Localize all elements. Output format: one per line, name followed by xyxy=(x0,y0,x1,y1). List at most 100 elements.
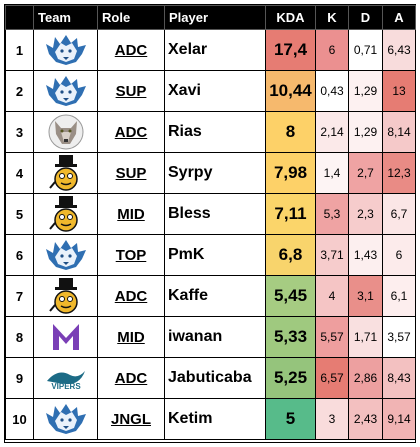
white-wolf-logo-icon xyxy=(34,73,97,109)
svg-text:VIPERS: VIPERS xyxy=(51,382,81,391)
deaths-cell: 1,29 xyxy=(348,111,383,153)
kills-cell: 2,14 xyxy=(315,111,349,153)
assists-cell: 8,43 xyxy=(382,357,416,399)
role-cell: ADC xyxy=(97,111,165,153)
table-row[interactable]: 2 SUP Xavi 10,44 0,43 1,29 13 xyxy=(5,70,416,112)
role-link[interactable]: TOP xyxy=(115,246,147,264)
table-row[interactable]: 10 JNGL Ketim 5 3 2,43 9,14 xyxy=(5,398,416,440)
role-link[interactable]: ADC xyxy=(114,287,148,305)
role-cell: MID xyxy=(97,193,165,235)
vipers-logo-icon: VIPERS xyxy=(34,365,97,391)
kda-cell: 5,25 xyxy=(265,357,316,399)
team-logo-cell xyxy=(33,111,98,153)
kills-cell: 1,4 xyxy=(315,152,349,194)
rank-cell: 6 xyxy=(5,234,34,276)
player-name: Ketim xyxy=(164,398,266,440)
kda-cell: 7,11 xyxy=(265,193,316,235)
table-row[interactable]: 7 ADC Kaffe 5,45 4 3,1 6,1 xyxy=(5,275,416,317)
team-logo-cell xyxy=(33,70,98,112)
role-cell: ADC xyxy=(97,275,165,317)
rank-cell: 3 xyxy=(5,111,34,153)
assists-cell: 6 xyxy=(382,234,416,276)
kills-cell: 4 xyxy=(315,275,349,317)
team-logo-cell: VIPERS xyxy=(33,357,98,399)
kda-leaderboard: Team Role Player KDA K D A 1 ADC Xelar 1… xyxy=(4,4,416,443)
rank-cell: 4 xyxy=(5,152,34,194)
role-cell: SUP xyxy=(97,70,165,112)
player-name: Rias xyxy=(164,111,266,153)
role-link[interactable]: SUP xyxy=(115,82,147,100)
header-a[interactable]: A xyxy=(382,5,416,30)
kda-cell: 7,98 xyxy=(265,152,316,194)
kills-cell: 6 xyxy=(315,29,349,71)
stats-table: Team Role Player KDA K D A 1 ADC Xelar 1… xyxy=(5,5,416,440)
role-link[interactable]: MID xyxy=(117,328,145,346)
header-player[interactable]: Player xyxy=(164,5,266,30)
rank-cell: 10 xyxy=(5,398,34,440)
header-team[interactable]: Team xyxy=(33,5,98,30)
role-link[interactable]: ADC xyxy=(114,369,148,387)
deaths-cell: 2,86 xyxy=(348,357,383,399)
purple-m-logo-icon xyxy=(34,320,97,354)
kills-cell: 5,3 xyxy=(315,193,349,235)
player-name: Syrpy xyxy=(164,152,266,194)
role-link[interactable]: ADC xyxy=(114,41,148,59)
rank-cell: 5 xyxy=(5,193,34,235)
table-row[interactable]: 5 MID Bless 7,11 5,3 2,3 6,7 xyxy=(5,193,416,235)
player-name: Xavi xyxy=(164,70,266,112)
role-cell: SUP xyxy=(97,152,165,194)
rank-cell: 2 xyxy=(5,70,34,112)
kills-cell: 6,57 xyxy=(315,357,349,399)
kills-cell: 3 xyxy=(315,398,349,440)
header-row: Team Role Player KDA K D A xyxy=(5,5,416,30)
white-wolf-logo-icon xyxy=(34,237,97,273)
player-name: Jabuticaba xyxy=(164,357,266,399)
role-link[interactable]: ADC xyxy=(114,123,148,141)
player-name: Bless xyxy=(164,193,266,235)
assists-cell: 9,14 xyxy=(382,398,416,440)
team-logo-cell xyxy=(33,29,98,71)
deaths-cell: 1,29 xyxy=(348,70,383,112)
header-rank xyxy=(5,5,34,30)
rank-cell: 7 xyxy=(5,275,34,317)
top-hat-bomb-logo-icon xyxy=(34,277,97,315)
team-logo-cell xyxy=(33,316,98,358)
header-kda[interactable]: KDA xyxy=(265,5,316,30)
kills-cell: 5,57 xyxy=(315,316,349,358)
kda-cell: 5,33 xyxy=(265,316,316,358)
table-row[interactable]: 8 MID iwanan 5,33 5,57 1,71 3,57 xyxy=(5,316,416,358)
role-cell: ADC xyxy=(97,357,165,399)
role-cell: ADC xyxy=(97,29,165,71)
assists-cell: 8,14 xyxy=(382,111,416,153)
role-link[interactable]: JNGL xyxy=(110,410,151,428)
assists-cell: 6,43 xyxy=(382,29,416,71)
header-role[interactable]: Role xyxy=(97,5,165,30)
header-k[interactable]: K xyxy=(315,5,349,30)
deaths-cell: 2,3 xyxy=(348,193,383,235)
kda-cell: 10,44 xyxy=(265,70,316,112)
rank-cell: 9 xyxy=(5,357,34,399)
kda-cell: 5 xyxy=(265,398,316,440)
team-logo-cell xyxy=(33,398,98,440)
deaths-cell: 0,71 xyxy=(348,29,383,71)
team-logo-cell xyxy=(33,193,98,235)
top-hat-bomb-logo-icon xyxy=(34,154,97,192)
table-row[interactable]: 3 ADC Rias 8 2,14 1,29 8,14 xyxy=(5,111,416,153)
rank-cell: 1 xyxy=(5,29,34,71)
player-name: Kaffe xyxy=(164,275,266,317)
role-link[interactable]: MID xyxy=(117,205,145,223)
table-row[interactable]: 6 TOP PmK 6,8 3,71 1,43 6 xyxy=(5,234,416,276)
deaths-cell: 2,7 xyxy=(348,152,383,194)
kills-cell: 0,43 xyxy=(315,70,349,112)
assists-cell: 12,3 xyxy=(382,152,416,194)
role-link[interactable]: SUP xyxy=(115,164,147,182)
assists-cell: 6,7 xyxy=(382,193,416,235)
deaths-cell: 1,43 xyxy=(348,234,383,276)
table-row[interactable]: 9 VIPERS ADC Jabuticaba 5,25 6,57 2,86 8… xyxy=(5,357,416,399)
table-row[interactable]: 4 SUP Syrpy 7,98 1,4 2,7 12,3 xyxy=(5,152,416,194)
kda-cell: 6,8 xyxy=(265,234,316,276)
table-row[interactable]: 1 ADC Xelar 17,4 6 0,71 6,43 xyxy=(5,29,416,71)
header-d[interactable]: D xyxy=(348,5,383,30)
assists-cell: 3,57 xyxy=(382,316,416,358)
role-cell: MID xyxy=(97,316,165,358)
